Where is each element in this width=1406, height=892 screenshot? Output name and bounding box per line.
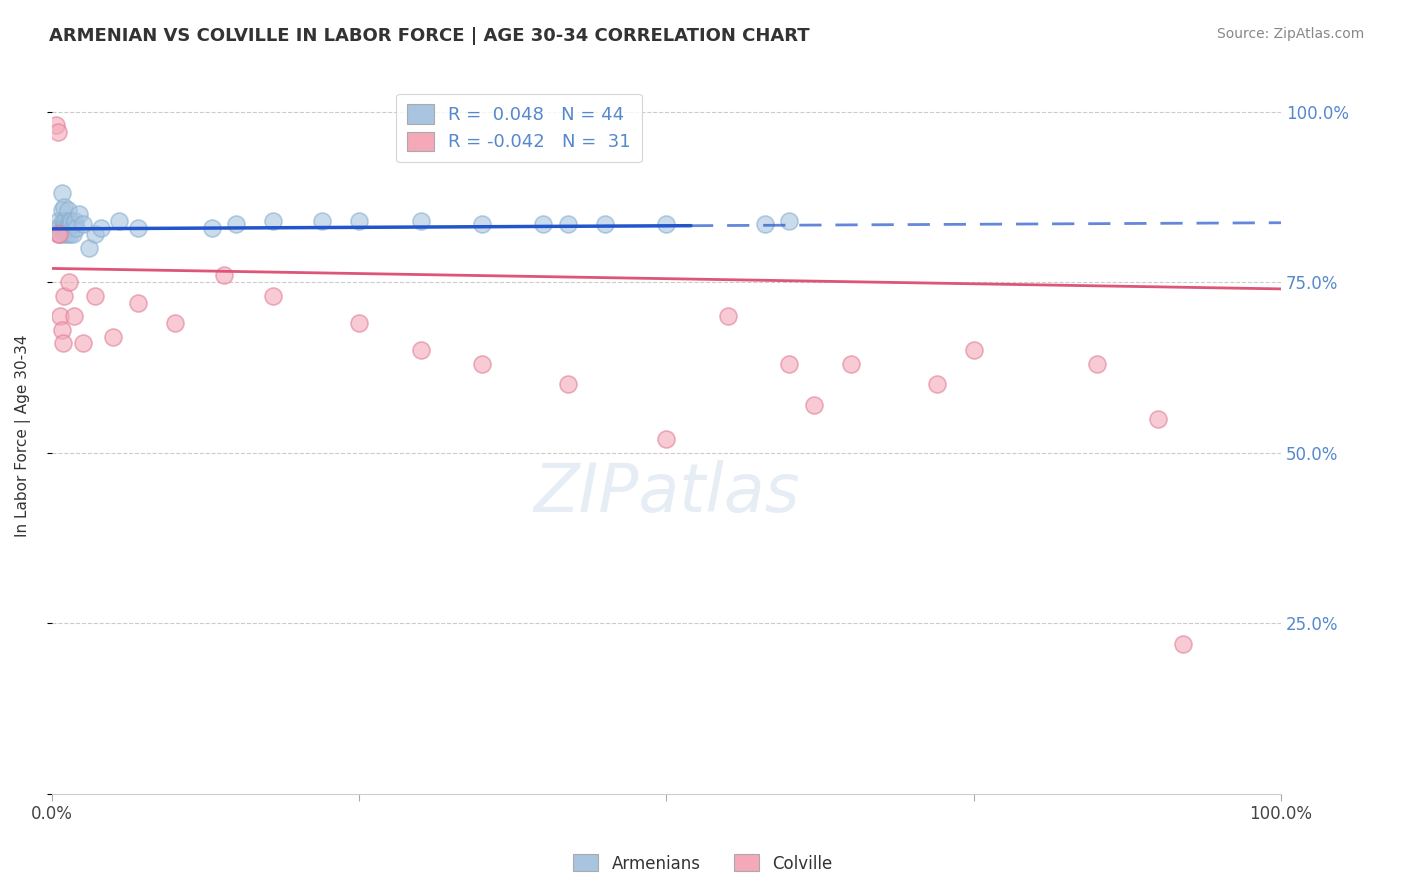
Point (593, 217, 616, 231)
Point (311, 213, 333, 227)
Point (63, 309, 86, 323)
Point (127, 220, 149, 235)
Point (58, 275, 80, 289)
Point (48, 220, 70, 235)
Point (52, 220, 75, 235)
Point (963, 343, 986, 358)
Point (83, 227, 105, 242)
Point (108, 213, 131, 227)
Point (53, 220, 76, 235)
Point (53, 289, 76, 303)
Point (52, 336, 75, 351)
Point (717, 309, 740, 323)
Point (347, 316, 370, 330)
Point (59, 227, 82, 242)
Point (56, 220, 79, 235)
Point (51, 323, 73, 337)
Point (63, 217, 86, 231)
Point (62, 227, 84, 242)
Point (63, 213, 86, 227)
Point (48, 227, 70, 242)
Point (103, 329, 125, 343)
Legend: Armenians, Colville: Armenians, Colville (567, 847, 839, 880)
Point (65, 220, 87, 235)
Point (46, 213, 69, 227)
Point (52, 213, 75, 227)
Point (803, 398, 825, 412)
Point (557, 217, 579, 231)
Point (655, 217, 678, 231)
Point (46, 125, 69, 139)
Point (56, 203, 79, 218)
Point (55, 220, 77, 235)
Point (55, 227, 77, 242)
Point (347, 213, 370, 227)
Point (44, 220, 66, 235)
Point (201, 220, 224, 235)
Point (471, 217, 494, 231)
Point (51, 186, 73, 201)
Point (1085, 357, 1108, 371)
Point (49, 309, 72, 323)
Point (212, 268, 235, 283)
Point (1147, 411, 1170, 425)
Point (77, 241, 100, 255)
Point (409, 343, 432, 358)
Point (127, 295, 149, 310)
Point (262, 213, 284, 227)
Legend: R =  0.048   N = 44, R = -0.042   N =  31: R = 0.048 N = 44, R = -0.042 N = 31 (396, 94, 641, 162)
Point (60, 213, 83, 227)
Point (72, 336, 94, 351)
Point (925, 377, 948, 392)
Point (778, 357, 800, 371)
Point (53, 213, 76, 227)
Point (44, 118, 66, 132)
Point (67, 207, 90, 221)
Point (778, 213, 800, 227)
Point (1171, 637, 1194, 651)
Point (163, 316, 186, 330)
Point (557, 377, 579, 392)
Point (53, 200, 76, 214)
Text: ARMENIAN VS COLVILLE IN LABOR FORCE | AGE 30-34 CORRELATION CHART: ARMENIAN VS COLVILLE IN LABOR FORCE | AG… (49, 27, 810, 45)
Point (533, 217, 555, 231)
Point (72, 217, 94, 231)
Point (49, 227, 72, 242)
Point (90, 220, 112, 235)
Point (83, 289, 105, 303)
Point (53, 227, 76, 242)
Text: Source: ZipAtlas.com: Source: ZipAtlas.com (1216, 27, 1364, 41)
Point (839, 357, 862, 371)
Point (409, 213, 432, 227)
Text: ZIPatlas: ZIPatlas (533, 460, 800, 526)
Point (225, 217, 247, 231)
Y-axis label: In Labor Force | Age 30-34: In Labor Force | Age 30-34 (15, 334, 31, 537)
Point (262, 289, 284, 303)
Point (754, 217, 776, 231)
Point (471, 357, 494, 371)
Point (51, 203, 73, 218)
Point (59, 217, 82, 231)
Point (46, 227, 69, 242)
Point (655, 432, 678, 446)
Point (58, 213, 80, 227)
